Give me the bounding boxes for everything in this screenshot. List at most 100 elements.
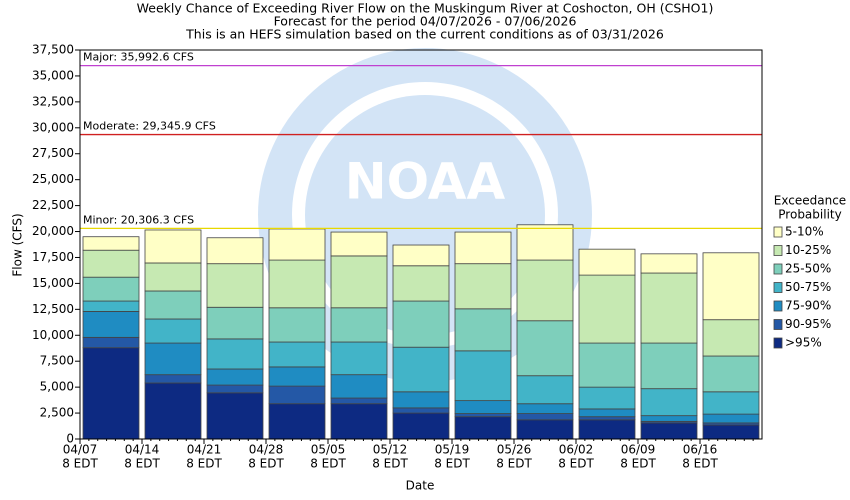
bar-segment [454, 416, 512, 440]
bar-segment [392, 346, 450, 393]
y-tick-label: 37,500 [32, 43, 74, 57]
bar-segment [206, 306, 264, 340]
threshold-label: Minor: 20,306.3 CFS [83, 213, 194, 226]
bar-segment [206, 384, 264, 394]
x-tick-label: 8 EDT [620, 457, 656, 471]
y-tick-label: 0 [66, 432, 74, 446]
x-tick-label: 8 EDT [558, 457, 594, 471]
x-tick-label: 8 EDT [682, 457, 718, 471]
legend-label: 50-75% [785, 280, 831, 294]
threshold-label: Moderate: 29,345.9 CFS [83, 120, 216, 133]
y-tick-label: 15,000 [32, 276, 74, 290]
legend-label: 90-95% [785, 317, 831, 331]
bar-segment [454, 231, 512, 265]
y-axis-label: Flow (CFS) [11, 213, 25, 276]
bar-segment [702, 424, 760, 440]
x-axis-label: Date [406, 479, 435, 493]
y-tick-label: 10,000 [32, 328, 74, 342]
chart-subtitle: Forecast for the period 04/07/2026 - 07/… [274, 14, 577, 29]
bar-segment [268, 259, 326, 309]
x-tick-label: 06/09 [621, 443, 656, 457]
bar-segment [330, 397, 388, 405]
bar-segment [392, 300, 450, 348]
bar-segment [144, 374, 202, 384]
bar-segment [454, 308, 512, 352]
legend-swatch [773, 282, 783, 293]
legend-label: 10-25% [785, 243, 831, 257]
bar-segment [392, 244, 450, 267]
x-tick-label: 06/02 [559, 443, 594, 457]
chart-subtitle: This is an HEFS simulation based on the … [185, 27, 664, 42]
bar-segment [454, 400, 512, 414]
bar-segment [144, 229, 202, 264]
x-tick-label: 8 EDT [434, 457, 470, 471]
x-tick-label: 05/19 [435, 443, 470, 457]
bar-segment [702, 391, 760, 415]
bar-segment [268, 366, 326, 387]
legend-title: Exceedance [774, 194, 846, 208]
bar-segment [640, 415, 698, 422]
bar-segment [578, 416, 636, 421]
bar-segment [206, 237, 264, 265]
x-tick-label: 8 EDT [124, 457, 160, 471]
bar-segment [144, 382, 202, 440]
bar-segment [268, 385, 326, 405]
legend-swatch [773, 337, 783, 349]
y-tick-label: 35,000 [32, 68, 74, 82]
bar-segment [392, 412, 450, 440]
legend-label: 25-50% [785, 262, 831, 276]
bar-segment [268, 228, 326, 261]
x-tick-label: 04/14 [125, 443, 160, 457]
bar-segment [454, 350, 512, 402]
legend-swatch [773, 300, 783, 312]
x-tick-label: 04/21 [187, 443, 222, 457]
legend-swatch [773, 263, 783, 275]
y-tick-label: 32,500 [32, 94, 74, 108]
bar-segment [330, 374, 388, 399]
bar-segment [268, 307, 326, 343]
legend-swatch [773, 245, 783, 256]
x-tick-label: 8 EDT [186, 457, 222, 471]
bar-segment [702, 413, 760, 424]
bar-segment [578, 386, 636, 410]
bar-segment [82, 276, 140, 302]
bar-segment [578, 342, 636, 388]
legend-title: Probability [778, 208, 841, 222]
bar-segment [578, 248, 636, 276]
x-tick-label: 05/26 [497, 443, 532, 457]
x-tick-label: 06/16 [683, 443, 718, 457]
bar-segment [268, 403, 326, 440]
bar-segment [144, 318, 202, 344]
bar-segment [578, 419, 636, 440]
bar-segment [516, 224, 574, 261]
bar-segment [144, 290, 202, 320]
y-tick-label: 17,500 [32, 250, 74, 264]
bar-segment [454, 413, 512, 418]
chart-title: Weekly Chance of Exceeding River Flow on… [137, 1, 714, 16]
y-tick-label: 20,000 [32, 224, 74, 238]
x-tick-label: 05/05 [311, 443, 346, 457]
x-tick-label: 8 EDT [310, 457, 346, 471]
bar-segment [640, 342, 698, 390]
bar-segment [82, 236, 140, 251]
bar-segment [578, 408, 636, 418]
legend-swatch [773, 319, 783, 330]
y-tick-label: 25,000 [32, 172, 74, 186]
legend-label: 5-10% [785, 225, 824, 239]
x-tick-label: 8 EDT [372, 457, 408, 471]
legend-label: >95% [785, 336, 822, 350]
bar-segment [330, 231, 388, 257]
bar-segment [144, 262, 202, 292]
legend-swatch [773, 226, 783, 238]
bar-segment [206, 368, 264, 386]
bar-segment [330, 307, 388, 343]
plot-frame [79, 49, 763, 440]
x-tick-label: 8 EDT [496, 457, 532, 471]
bar-segment [268, 341, 326, 368]
bar-segment [702, 252, 760, 321]
bar-segment [702, 319, 760, 357]
y-tick-label: 12,500 [32, 302, 74, 316]
bar-segment [392, 265, 450, 302]
x-tick-label: 05/12 [373, 443, 408, 457]
